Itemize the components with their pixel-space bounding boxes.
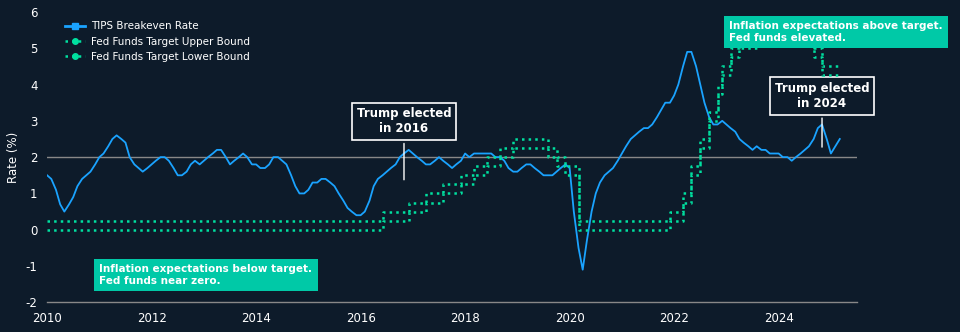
Text: Inflation expectations above target.
Fed funds elevated.: Inflation expectations above target. Fed… [729,21,943,42]
Legend: TIPS Breakeven Rate, Fed Funds Target Upper Bound, Fed Funds Target Lower Bound: TIPS Breakeven Rate, Fed Funds Target Up… [60,17,253,66]
Y-axis label: Rate (%): Rate (%) [7,131,20,183]
Text: Trump elected
in 2016: Trump elected in 2016 [357,107,451,180]
Text: Trump elected
in 2024: Trump elected in 2024 [775,82,870,147]
Text: Inflation expectations below target.
Fed funds near zero.: Inflation expectations below target. Fed… [99,264,312,286]
